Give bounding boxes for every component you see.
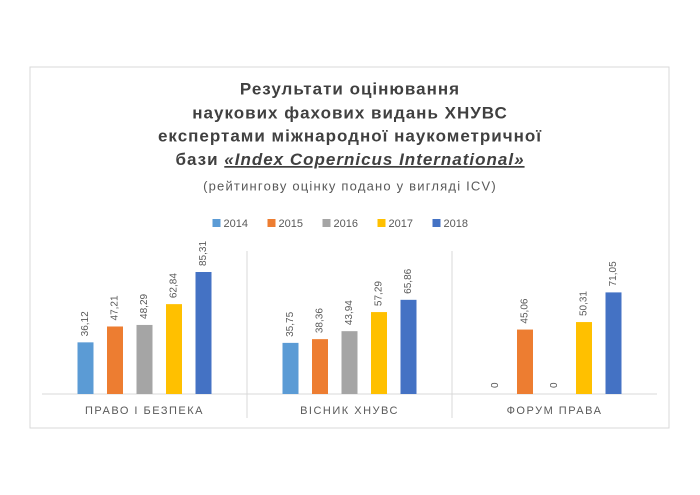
x-tick-label: ВІСНИК ХНУВС (300, 405, 399, 417)
chart-title: Результати оцінювання (240, 79, 460, 98)
chart-title: наукових фахових видань ХНУВС (192, 103, 507, 122)
legend-label: 2014 (224, 218, 248, 230)
bar (312, 339, 328, 394)
value-label: 57,29 (374, 281, 385, 306)
legend-swatch (432, 219, 441, 227)
value-label: 35,75 (285, 311, 296, 336)
value-label: 85,31 (198, 241, 209, 266)
legend-swatch (267, 219, 276, 227)
value-label: 48,29 (139, 293, 150, 318)
value-label: 47,21 (110, 295, 121, 320)
legend-label: 2016 (334, 218, 358, 230)
bar (107, 326, 123, 394)
value-label: 65,86 (403, 268, 414, 293)
chart-title: експертами міжнародної наукометричної (158, 126, 542, 145)
bar (605, 292, 622, 394)
legend-label: 2018 (444, 218, 468, 230)
bar (341, 331, 358, 394)
legend-swatch (322, 219, 331, 227)
chart-title-emphasis: «Index Copernicus International» (224, 150, 524, 169)
bar (576, 322, 592, 394)
value-label: 45,06 (520, 298, 531, 323)
bar (166, 304, 182, 394)
bar (517, 329, 533, 394)
bar (371, 312, 387, 394)
chart-title: бази (175, 150, 218, 169)
value-label: 38,36 (315, 308, 326, 333)
chart-subtitle: (рейтингову оцінку подано у вигляді ICV) (203, 178, 497, 193)
x-tick-label: ФОРУМ ПРАВА (507, 405, 603, 417)
legend-label: 2017 (389, 218, 413, 230)
chart-title: бази «Index Copernicus International» (175, 150, 524, 169)
value-label: 71,05 (608, 261, 619, 286)
legend-swatch (212, 219, 221, 227)
value-label: 36,12 (80, 311, 91, 336)
value-label: 62,84 (169, 273, 180, 298)
bar (282, 342, 299, 394)
value-label: 50,31 (579, 291, 590, 316)
bar (77, 342, 94, 394)
legend-label: 2015 (279, 218, 303, 230)
value-label: 0 (490, 382, 501, 388)
bar (195, 272, 212, 394)
value-label: 0 (549, 382, 560, 388)
value-label: 43,94 (344, 300, 355, 325)
bar (136, 324, 153, 394)
legend-swatch (377, 219, 386, 227)
bar (400, 299, 417, 394)
x-tick-label: ПРАВО І БЕЗПЕКА (85, 405, 204, 417)
